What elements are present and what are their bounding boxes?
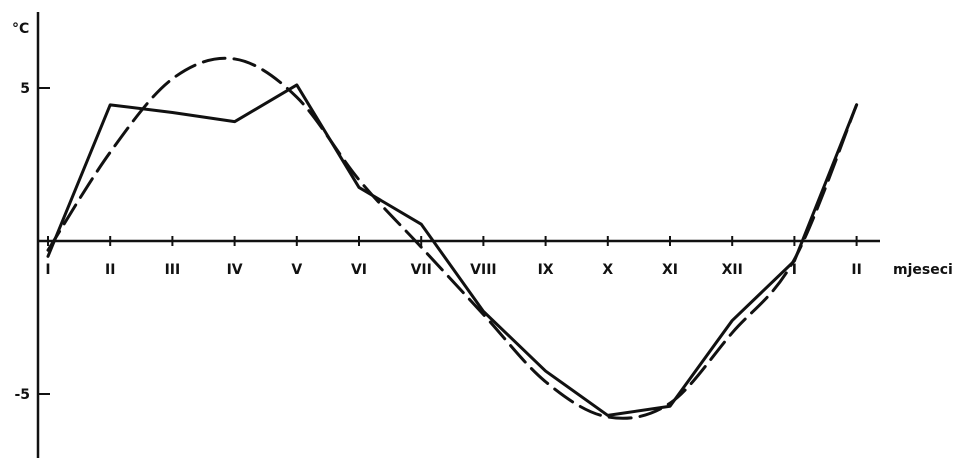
x-tick-label: II <box>105 262 115 278</box>
x-tick-label: X <box>602 262 613 278</box>
x-tick-label: XI <box>662 262 678 278</box>
x-axis-label: mjeseci <box>893 262 953 278</box>
x-tick-label: V <box>291 262 302 278</box>
dashed-series-line <box>46 56 859 420</box>
y-axis-label: °C <box>12 21 29 37</box>
x-tick-labels: I II III IV V VI VII VIII IX X XI XII I II <box>45 262 861 278</box>
x-tick-label: IV <box>227 262 243 278</box>
x-ticks <box>47 236 858 246</box>
x-tick-label: II <box>851 262 861 278</box>
x-tick-label: VIII <box>470 262 496 278</box>
x-tick-label: VI <box>351 262 367 278</box>
series-lines <box>46 56 859 420</box>
y-tick-label: 5 <box>20 81 30 97</box>
x-tick-label: I <box>792 262 797 278</box>
x-tick-label: I <box>45 262 50 278</box>
y-tick-label: -5 <box>14 387 30 403</box>
x-tick-label: III <box>165 262 181 278</box>
x-tick-label: IX <box>538 262 554 278</box>
x-tick-label: VII <box>411 262 432 278</box>
y-tick-labels: 5 -5 <box>14 81 30 403</box>
solid-series-line <box>46 83 859 417</box>
axes <box>36 12 880 458</box>
x-tick-label: XII <box>722 262 743 278</box>
